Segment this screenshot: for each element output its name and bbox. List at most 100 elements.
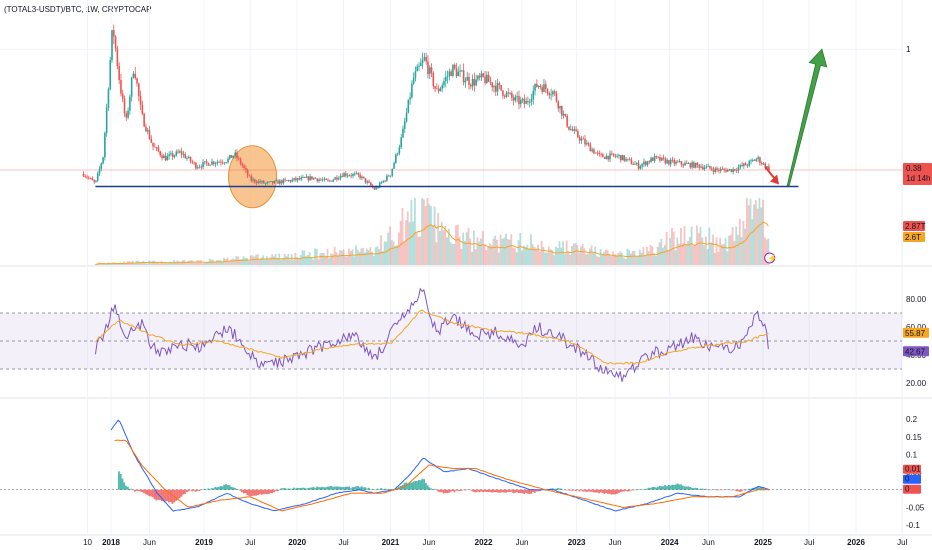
volume-bar xyxy=(115,262,118,265)
macd-histogram-bar xyxy=(416,481,418,490)
volume-bar xyxy=(405,220,407,265)
volume-bar xyxy=(390,240,393,265)
volume-bar xyxy=(505,233,507,265)
volume-bar xyxy=(328,258,331,265)
macd-histogram-bar xyxy=(287,488,290,490)
volume-bar xyxy=(362,248,365,265)
candle-body xyxy=(580,138,583,141)
macd-histogram-bar xyxy=(508,489,511,492)
volume-bar xyxy=(597,256,600,265)
macd-histogram-bar xyxy=(430,488,433,490)
volume-bar xyxy=(194,262,197,265)
candle-body xyxy=(161,155,163,159)
macd-histogram-bar xyxy=(432,489,434,490)
candle-body xyxy=(534,83,536,91)
time-axis-label: Jun xyxy=(609,538,622,547)
volume-bar xyxy=(621,252,623,265)
macd-histogram-bar xyxy=(335,486,338,490)
candle-body xyxy=(500,85,502,91)
candle-body xyxy=(444,77,447,82)
candle-body xyxy=(462,70,465,83)
volume-bar xyxy=(192,261,195,265)
volume-bar xyxy=(615,254,618,265)
volume-bar xyxy=(610,256,613,265)
volume-bar xyxy=(713,252,716,265)
volume-bar xyxy=(410,199,413,265)
volume-bar xyxy=(167,262,170,265)
macd-badge xyxy=(903,484,921,494)
volume-bar xyxy=(94,264,97,265)
candle-body xyxy=(619,155,622,161)
volume-bar xyxy=(485,250,488,265)
candle-body xyxy=(113,30,115,37)
candle-body xyxy=(127,110,129,118)
macd-histogram-bar xyxy=(173,489,176,503)
volume-bar xyxy=(401,207,404,265)
macd-histogram-bar xyxy=(460,489,463,491)
volume-bar xyxy=(376,246,379,265)
candle-body xyxy=(400,137,402,148)
macd-histogram-bar xyxy=(537,489,540,492)
candle-body xyxy=(248,175,251,177)
volume-bar xyxy=(158,263,161,265)
macd-histogram-bar xyxy=(278,489,281,491)
volume-bar xyxy=(306,254,309,265)
candle-body xyxy=(527,101,529,103)
volume-bar xyxy=(426,198,429,265)
volume-bar xyxy=(513,248,516,265)
volume-bar xyxy=(490,245,493,265)
volume-bar xyxy=(471,251,473,265)
volume-bar xyxy=(531,244,534,265)
macd-histogram-bar xyxy=(628,489,631,492)
candle-body xyxy=(561,106,563,116)
time-axis-label: 2023 xyxy=(568,538,586,547)
macd-histogram-bar xyxy=(373,489,376,491)
volume-bar xyxy=(763,237,766,265)
volume-bar xyxy=(198,260,200,265)
macd-histogram-bar xyxy=(519,489,522,493)
macd-histogram-bar xyxy=(387,489,390,490)
macd-histogram-bar xyxy=(464,489,467,491)
volume-bar xyxy=(478,241,481,265)
candle-body xyxy=(621,155,624,161)
macd-histogram-bar xyxy=(739,489,741,492)
volume-bar xyxy=(576,245,579,265)
macd-histogram-bar xyxy=(237,489,240,490)
candle-body xyxy=(652,157,654,161)
volume-bar xyxy=(319,253,322,265)
macd-histogram-bar xyxy=(451,489,454,492)
macd-histogram-bar xyxy=(176,489,179,501)
macd-histogram-bar xyxy=(496,489,499,493)
volume-bar xyxy=(248,261,250,265)
candle-body xyxy=(89,177,92,179)
candle-body xyxy=(630,159,633,165)
volume-bar xyxy=(169,261,172,265)
volume-bar xyxy=(560,247,563,265)
macd-histogram-bar xyxy=(235,488,238,490)
volume-bar xyxy=(356,249,359,265)
candle-body xyxy=(264,183,267,184)
volume-bar xyxy=(349,251,352,265)
candle-body xyxy=(668,160,670,165)
volume-bar xyxy=(562,241,564,265)
macd-histogram-bar xyxy=(582,489,584,492)
candle-body xyxy=(609,153,611,160)
candle-body xyxy=(446,76,449,78)
volume-bar xyxy=(767,238,770,265)
candle-body xyxy=(650,157,652,163)
candle-body xyxy=(370,182,372,186)
candle-body xyxy=(737,167,740,171)
macd-value-label: 0 xyxy=(905,485,910,494)
macd-histogram-bar xyxy=(742,489,745,491)
candle-body xyxy=(559,106,561,109)
volume-bar xyxy=(617,253,620,265)
candle-body xyxy=(735,170,738,172)
macd-histogram-bar xyxy=(214,486,217,490)
macd-histogram-bar xyxy=(351,487,354,490)
volume-bar xyxy=(710,242,713,265)
macd-histogram-bar xyxy=(505,489,508,493)
candle-body xyxy=(361,176,363,179)
candle-body xyxy=(303,177,306,178)
macd-histogram-bar xyxy=(219,486,222,490)
